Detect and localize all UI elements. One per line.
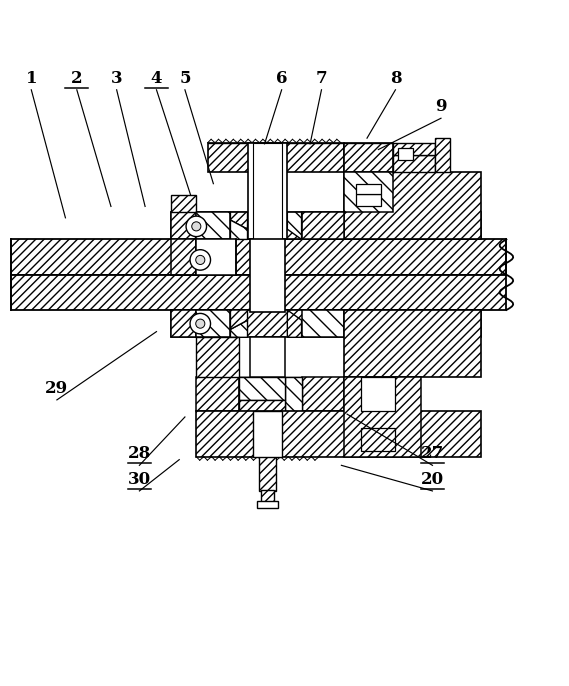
Bar — [344, 143, 393, 172]
Bar — [259, 456, 276, 491]
Bar — [239, 377, 302, 412]
Polygon shape — [287, 310, 302, 338]
Circle shape — [190, 314, 211, 334]
Text: 27: 27 — [421, 445, 444, 462]
Text: 5: 5 — [179, 70, 191, 87]
Polygon shape — [239, 377, 284, 400]
Bar — [196, 412, 481, 457]
Text: 29: 29 — [46, 380, 68, 397]
Polygon shape — [230, 320, 248, 338]
Polygon shape — [287, 212, 302, 239]
Text: 28: 28 — [128, 445, 151, 462]
Bar — [356, 184, 381, 194]
Bar — [250, 239, 284, 311]
Circle shape — [186, 216, 207, 237]
Text: 8: 8 — [390, 70, 401, 87]
Circle shape — [192, 222, 201, 231]
Circle shape — [190, 250, 211, 270]
Bar — [11, 239, 506, 274]
Bar — [344, 310, 481, 377]
Bar — [344, 377, 421, 457]
Polygon shape — [302, 310, 344, 338]
Circle shape — [196, 255, 205, 265]
Bar — [361, 377, 395, 412]
Polygon shape — [284, 377, 302, 412]
Bar — [393, 155, 435, 172]
Bar — [393, 143, 435, 155]
Bar — [208, 143, 344, 172]
Polygon shape — [230, 220, 248, 239]
Bar — [248, 143, 287, 239]
Bar — [344, 172, 393, 212]
Polygon shape — [302, 212, 344, 239]
Bar — [171, 310, 481, 338]
Polygon shape — [171, 212, 196, 239]
Bar — [253, 412, 282, 457]
Polygon shape — [196, 212, 230, 239]
Polygon shape — [239, 400, 284, 412]
Bar — [196, 377, 239, 412]
Bar — [11, 274, 506, 310]
Bar — [344, 172, 481, 239]
Text: 30: 30 — [128, 471, 151, 488]
Bar — [196, 338, 239, 377]
Bar — [302, 377, 344, 412]
Text: 9: 9 — [435, 98, 447, 115]
Text: 20: 20 — [421, 471, 444, 488]
Polygon shape — [196, 310, 230, 338]
Bar — [250, 338, 284, 377]
Bar — [398, 148, 413, 160]
Polygon shape — [239, 377, 250, 412]
Bar — [171, 212, 481, 239]
Polygon shape — [230, 310, 248, 329]
Bar — [257, 501, 278, 508]
Polygon shape — [171, 310, 196, 338]
Bar — [435, 138, 450, 172]
Bar — [261, 490, 274, 502]
Circle shape — [196, 319, 205, 328]
Bar — [361, 428, 395, 451]
Text: 2: 2 — [71, 70, 83, 87]
Polygon shape — [171, 195, 196, 212]
Text: 3: 3 — [111, 70, 122, 87]
Bar — [196, 239, 236, 274]
Text: 7: 7 — [316, 70, 327, 87]
Polygon shape — [230, 212, 248, 229]
Bar — [253, 143, 282, 239]
Bar — [356, 194, 381, 206]
Text: 1: 1 — [26, 70, 37, 87]
Text: 6: 6 — [276, 70, 287, 87]
Bar — [171, 239, 196, 274]
Text: 4: 4 — [151, 70, 162, 87]
